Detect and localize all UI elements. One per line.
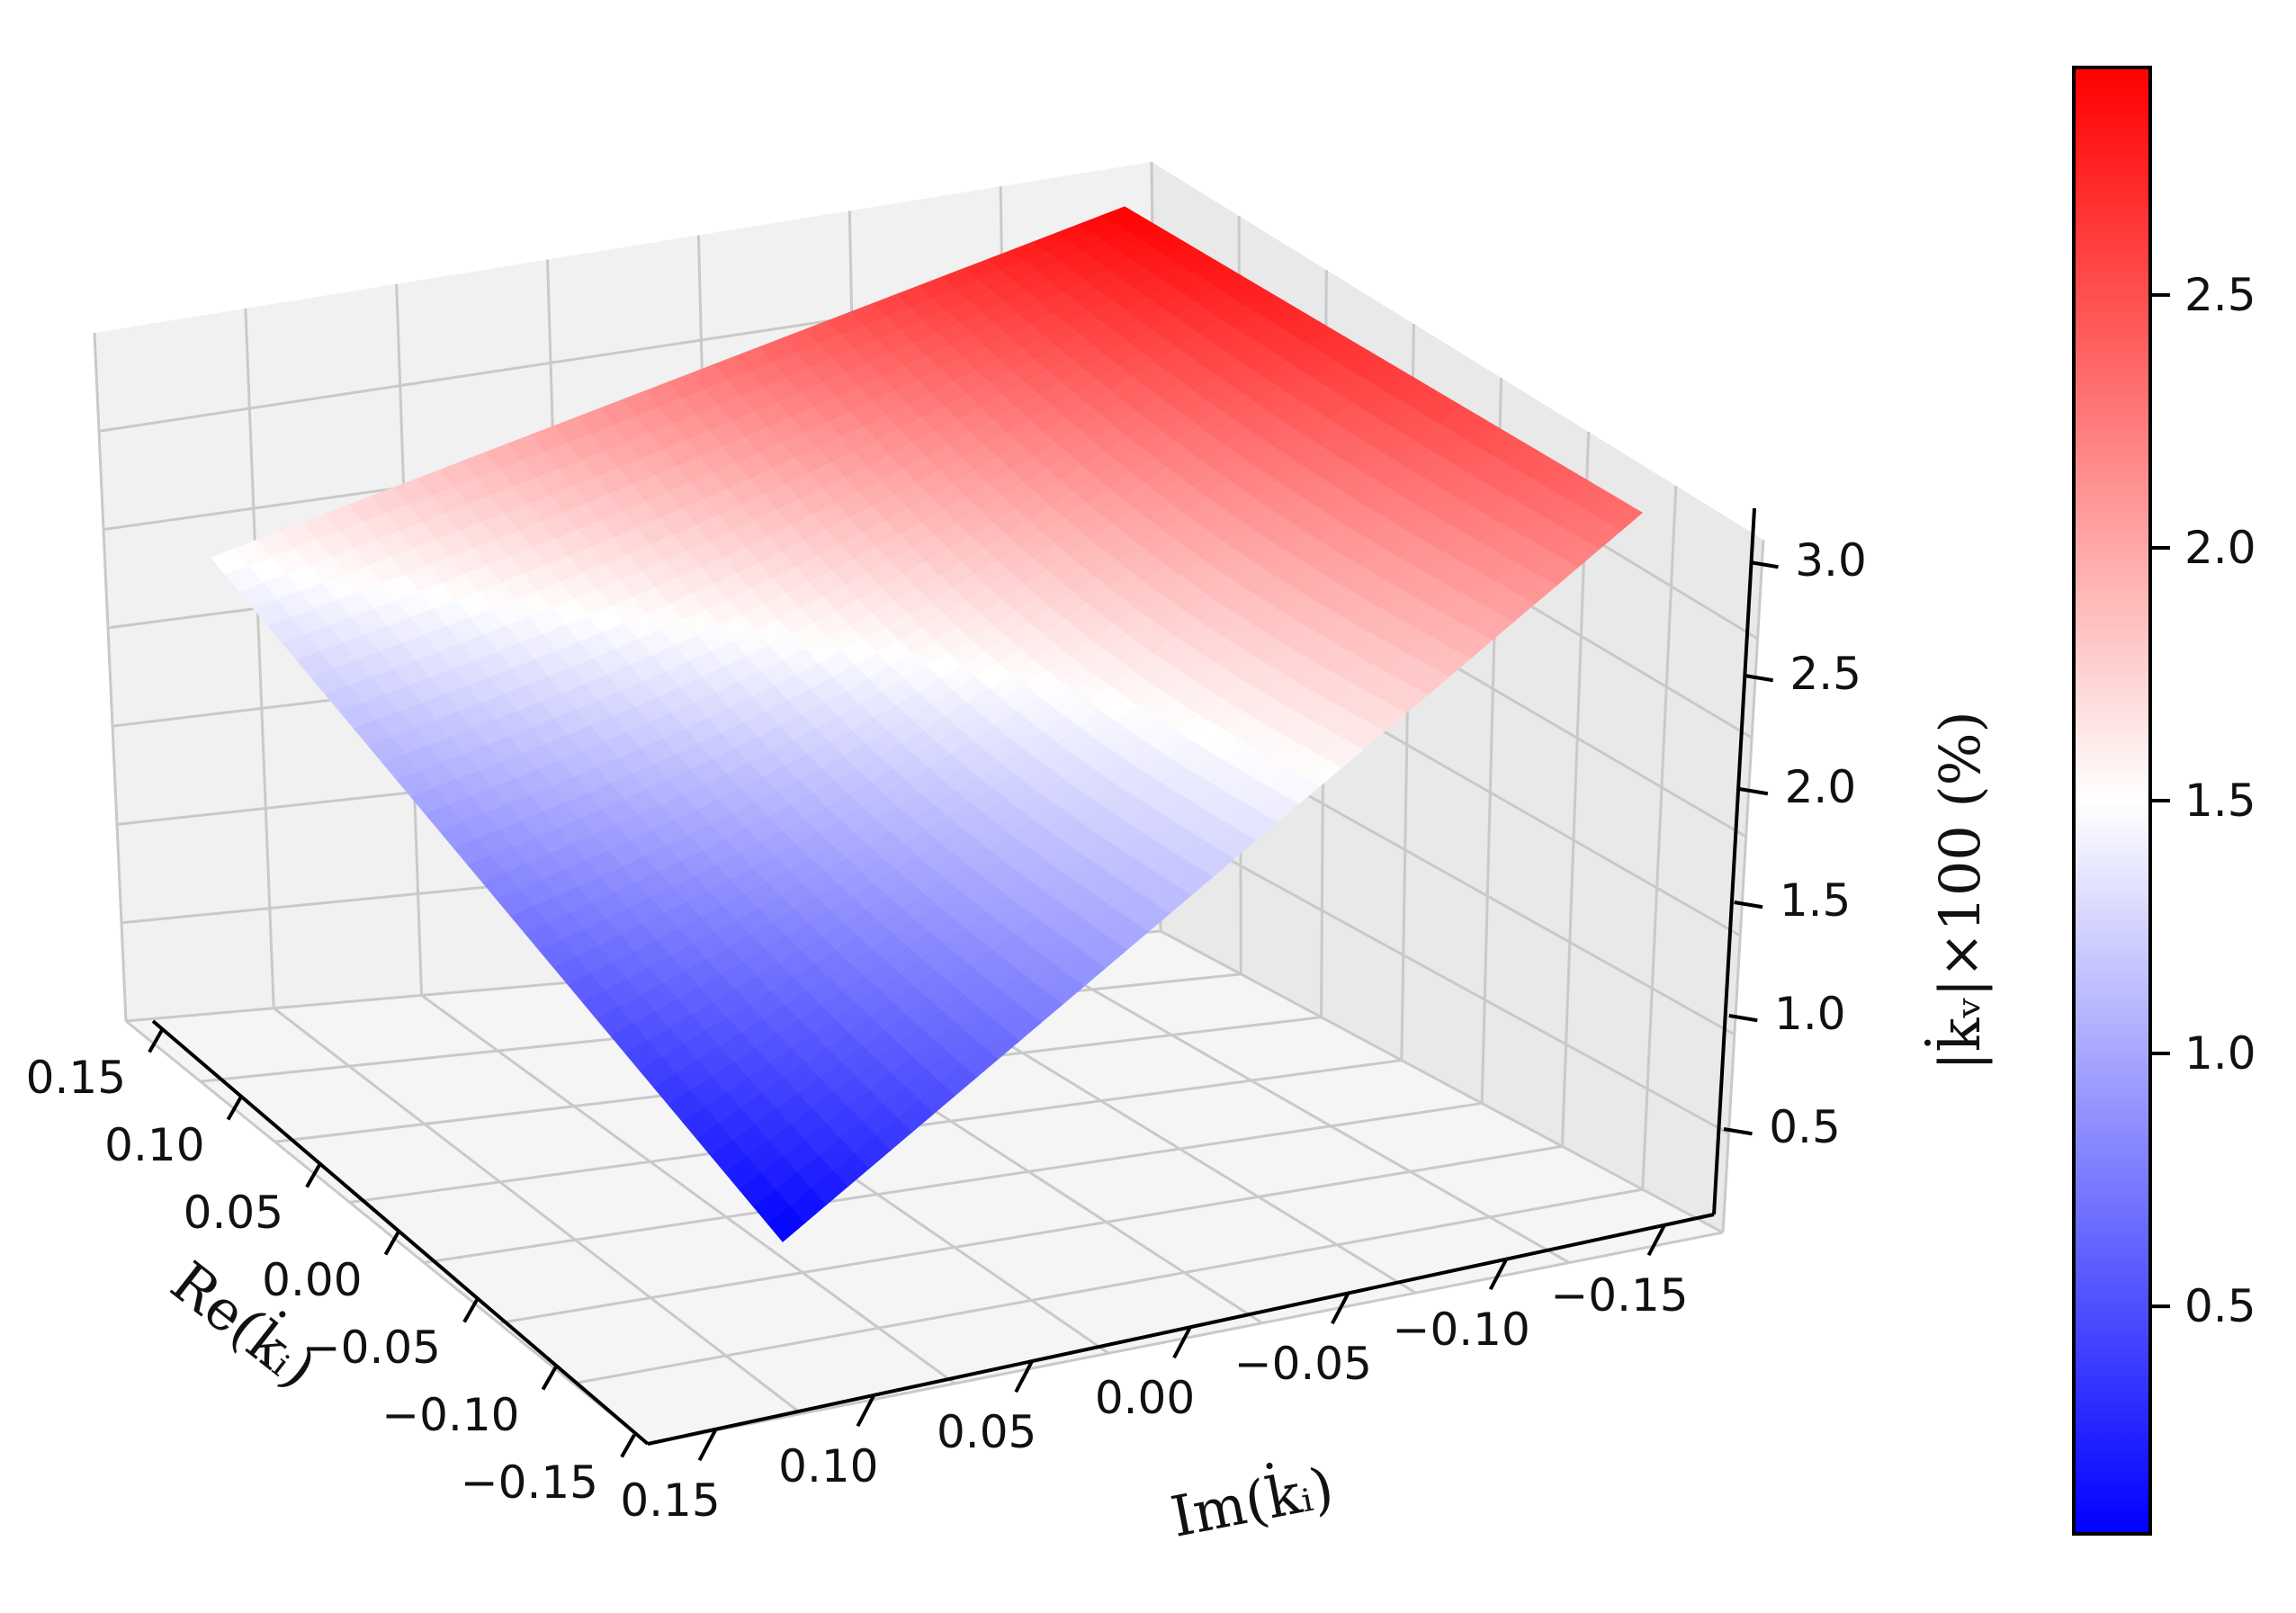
surface bbox=[211, 206, 1644, 1242]
grid-line bbox=[125, 1019, 649, 1446]
re-tick-mark bbox=[148, 1029, 164, 1053]
re-tick-label: 0.15 bbox=[26, 1052, 126, 1104]
grid-line bbox=[1641, 485, 1678, 1190]
re-axis-line bbox=[151, 1019, 650, 1446]
im-tick-mark bbox=[697, 1429, 717, 1462]
z-tick-label: 0.5 bbox=[1769, 1101, 1841, 1153]
re-ticks: 0.15 0.10 0.05 0.00 −0.05 −0.10 −0.15 bbox=[26, 1029, 636, 1509]
z-tick-label: 1.5 bbox=[1780, 874, 1852, 927]
grid-line bbox=[420, 994, 956, 1385]
colorbar bbox=[2072, 66, 2152, 1536]
im-tick-mark bbox=[1646, 1224, 1666, 1257]
re-tick-mark bbox=[305, 1164, 321, 1188]
re-tick-label: 0.00 bbox=[262, 1254, 362, 1306]
grid-line bbox=[244, 308, 275, 1008]
grid-line bbox=[498, 1144, 1563, 1325]
grid-line bbox=[1721, 539, 1765, 1233]
im-tick-label: −0.10 bbox=[1393, 1304, 1530, 1356]
colorbar-tick-label: 0.5 bbox=[2184, 1280, 2256, 1332]
im-tick-mark bbox=[1014, 1361, 1034, 1393]
surface-patch bbox=[767, 1205, 805, 1242]
z-tick-label: 2.0 bbox=[1785, 761, 1857, 813]
colorbar-tick-label: 1.0 bbox=[2184, 1027, 2256, 1080]
im-axis-line bbox=[647, 1213, 1715, 1446]
grid-line bbox=[93, 332, 128, 1022]
im-tick-label: −0.05 bbox=[1234, 1338, 1372, 1390]
re-tick-label: −0.05 bbox=[303, 1322, 441, 1374]
im-tick-mark bbox=[856, 1395, 875, 1428]
z-tick-label: 1.0 bbox=[1774, 988, 1846, 1040]
re-tick-label: −0.15 bbox=[461, 1456, 598, 1509]
colorbar-tick-label: 2.0 bbox=[2184, 522, 2256, 574]
grid-line bbox=[424, 1101, 1483, 1265]
z-tick-mark bbox=[1723, 1127, 1753, 1136]
im-axis-label: Im(k̇ᵢ) bbox=[1165, 1451, 1339, 1550]
im-tick-mark bbox=[1331, 1293, 1350, 1325]
im-ticks: 0.15 0.10 0.05 0.00 −0.05 −0.10 −0.15 bbox=[620, 1224, 1689, 1527]
re-tick-mark bbox=[620, 1434, 636, 1458]
im-tick-label: −0.15 bbox=[1550, 1269, 1688, 1322]
im-tick-mark bbox=[1488, 1259, 1508, 1291]
z-tick-mark bbox=[1728, 1014, 1758, 1023]
im-tick-label: 0.05 bbox=[937, 1406, 1036, 1458]
z-tick-mark bbox=[1734, 901, 1763, 910]
re-tick-mark bbox=[226, 1097, 243, 1121]
grid-line bbox=[1160, 929, 1724, 1234]
z-tick-label: 3.0 bbox=[1795, 534, 1867, 587]
re-tick-label: −0.10 bbox=[381, 1389, 519, 1441]
grid-line bbox=[572, 1187, 1643, 1385]
z-tick-mark bbox=[1739, 787, 1769, 796]
colorbar-tick-label: 2.5 bbox=[2184, 269, 2256, 321]
colorbar-tick-label: 1.5 bbox=[2184, 775, 2256, 827]
z-tick-mark bbox=[1749, 560, 1779, 569]
re-tick-label: 0.10 bbox=[104, 1119, 204, 1171]
grid-line bbox=[1158, 820, 1730, 1135]
im-tick-label: 0.15 bbox=[620, 1474, 720, 1527]
re-tick-label: 0.05 bbox=[184, 1187, 283, 1239]
re-tick-mark bbox=[541, 1367, 558, 1391]
grid-line bbox=[1011, 942, 1571, 1264]
colorbar-ticks: 0.5 1.0 1.5 2.0 2.5 bbox=[2150, 269, 2256, 1332]
z-axis-line bbox=[1712, 507, 1756, 1215]
im-tick-label: 0.10 bbox=[778, 1440, 878, 1492]
re-tick-mark bbox=[383, 1232, 400, 1256]
z-axis-label: |k̇ᵥ|×100 (%) bbox=[1924, 711, 1993, 1071]
z-ticks: 0.5 1.0 1.5 2.0 2.5 3.0 bbox=[1723, 534, 1867, 1153]
z-tick-mark bbox=[1744, 674, 1774, 683]
im-tick-mark bbox=[1172, 1327, 1192, 1359]
re-tick-mark bbox=[462, 1299, 479, 1323]
z-tick-label: 2.5 bbox=[1789, 648, 1861, 700]
grid-line bbox=[273, 1007, 803, 1415]
im-tick-label: 0.00 bbox=[1095, 1372, 1195, 1424]
